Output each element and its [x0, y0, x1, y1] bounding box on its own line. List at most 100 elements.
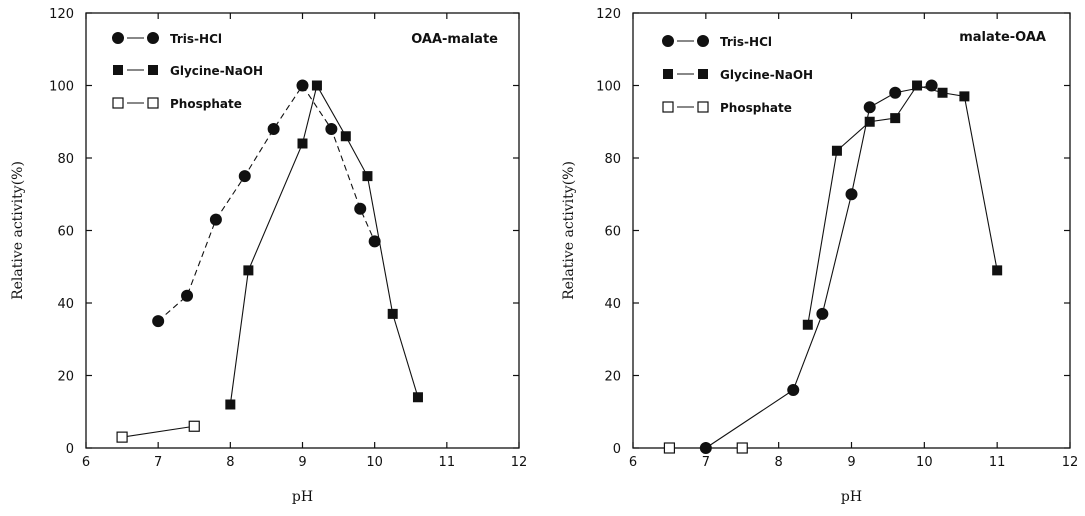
y-tick-label: 0 — [613, 442, 621, 457]
data-point — [340, 131, 351, 142]
legend-entry: Tris-HCl — [112, 32, 222, 46]
y-tick-label: 80 — [604, 152, 621, 167]
data-point — [412, 392, 423, 403]
y-tick-label: 20 — [57, 370, 74, 385]
legend-marker-right — [697, 35, 709, 47]
series-phosphate — [663, 442, 748, 454]
y-tick-label: 60 — [57, 225, 74, 240]
legend-marker-right — [697, 101, 709, 113]
data-point — [863, 101, 876, 114]
series-line — [229, 84, 419, 405]
data-point — [297, 138, 308, 149]
legend-entry: Glycine-NaOH — [113, 64, 263, 78]
chart-title: OAA-malate — [411, 32, 498, 47]
y-tick-label: 120 — [49, 7, 74, 22]
legend-marker-right — [147, 32, 159, 44]
legend-label: Phosphate — [720, 101, 792, 115]
legend-marker-left — [663, 69, 673, 79]
x-axis-label: pH — [841, 489, 862, 505]
y-tick-label: 100 — [49, 80, 74, 95]
legend-label: Phosphate — [170, 97, 242, 111]
x-tick-label: 8 — [775, 455, 783, 470]
data-point — [238, 170, 251, 183]
legend-marker-right — [698, 69, 708, 79]
data-point — [311, 80, 322, 91]
data-point — [209, 213, 222, 226]
series-line — [705, 84, 932, 449]
data-point — [889, 86, 902, 99]
data-point — [925, 79, 938, 92]
y-tick-label: 60 — [604, 225, 621, 240]
legend-label: Glycine-NaOH — [720, 68, 813, 82]
y-tick-label: 0 — [66, 442, 74, 457]
y-tick-label: 120 — [596, 7, 621, 22]
legend-entry: Phosphate — [112, 97, 242, 111]
legend-marker-right — [147, 97, 159, 109]
data-point — [325, 123, 338, 135]
legend-marker-left — [662, 101, 674, 113]
x-tick-label: 9 — [298, 455, 306, 470]
x-tick-label: 12 — [511, 455, 528, 470]
legend-label: Tris-HCl — [170, 32, 222, 46]
data-point — [296, 79, 309, 92]
legend-marker-left — [112, 97, 124, 109]
data-point — [181, 289, 194, 302]
data-point — [992, 265, 1003, 276]
y-tick-label: 100 — [596, 80, 621, 95]
data-point — [912, 80, 923, 91]
data-point — [243, 265, 254, 276]
x-tick-label: 9 — [847, 455, 855, 470]
x-tick-label: 6 — [629, 455, 637, 470]
y-tick-label: 20 — [604, 370, 621, 385]
data-point — [802, 319, 813, 330]
x-axis-label: pH — [292, 489, 313, 505]
data-point — [368, 235, 381, 248]
data-point — [845, 188, 858, 201]
x-tick-label: 8 — [226, 455, 234, 470]
chart-title: malate-OAA — [959, 30, 1046, 45]
data-point — [816, 307, 829, 320]
x-tick-label: 11 — [989, 455, 1006, 470]
legend-entry: Tris-HCl — [662, 35, 772, 49]
data-point — [663, 442, 676, 454]
series-line — [807, 84, 998, 325]
data-point — [787, 384, 800, 396]
x-tick-label: 6 — [82, 455, 90, 470]
y-axis-label: Relative activity(%) — [10, 161, 26, 300]
series-glycine-naoh — [225, 80, 423, 410]
data-point — [864, 116, 875, 127]
x-tick-label: 7 — [702, 455, 710, 470]
data-point — [354, 202, 367, 215]
x-tick-label: 11 — [439, 455, 456, 470]
x-tick-label: 10 — [916, 455, 933, 470]
legend-marker-right — [148, 65, 158, 75]
legend-marker-left — [662, 35, 674, 47]
x-tick-label: 10 — [366, 455, 383, 470]
legend-marker-left — [112, 32, 124, 44]
legend-entry: Glycine-NaOH — [663, 68, 813, 82]
legend-label: Tris-HCl — [720, 35, 772, 49]
data-point — [188, 420, 200, 432]
data-point — [736, 442, 748, 454]
series-line — [122, 425, 195, 438]
plot-frame — [85, 12, 520, 449]
y-tick-label: 40 — [604, 297, 621, 312]
series-glycine-naoh — [802, 80, 1003, 330]
series-tris-hcl — [699, 79, 938, 454]
x-tick-label: 12 — [1062, 455, 1079, 470]
data-point — [116, 431, 128, 443]
data-point — [387, 308, 398, 319]
series-tris-hcl — [152, 79, 381, 328]
data-point — [890, 113, 901, 124]
data-point — [267, 123, 280, 135]
data-point — [959, 91, 970, 102]
data-point — [937, 87, 948, 98]
data-point — [225, 399, 236, 410]
legend-label: Glycine-NaOH — [170, 64, 263, 78]
series-line — [157, 84, 376, 322]
series-phosphate — [116, 420, 200, 443]
data-point — [831, 145, 842, 156]
